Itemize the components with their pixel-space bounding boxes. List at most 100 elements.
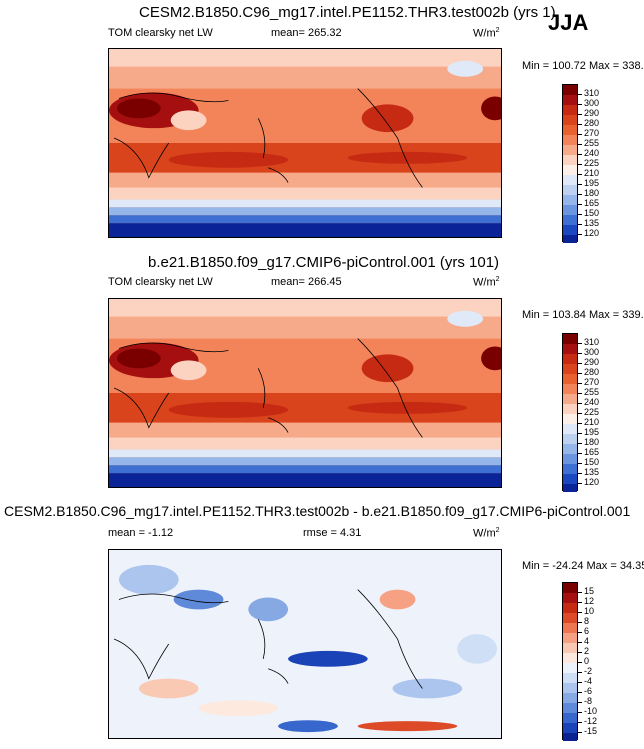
colorbar-tick-label: 255 <box>584 138 600 148</box>
colorbar-tick-label: 290 <box>584 108 600 118</box>
colorbar-tick-mark <box>578 383 582 384</box>
colorbar-tick-label: 12 <box>584 596 595 606</box>
colorbar-tick-mark <box>578 463 582 464</box>
panel-1-title: CESM2.B1850.C96_mg17.intel.PE1152.THR3.t… <box>139 4 556 21</box>
panel-1-mean: mean= 265.32 <box>271 27 342 39</box>
colorbar-tick-mark <box>578 602 582 603</box>
colorbar-tick-mark <box>578 712 582 713</box>
season-label: JJA <box>548 10 589 35</box>
colorbar-tick-label: 255 <box>584 387 600 397</box>
colorbar-tick-mark <box>578 154 582 155</box>
colorbar-tick-mark <box>578 343 582 344</box>
colorbar-tick-mark <box>578 632 582 633</box>
colorbar-tick-label: 165 <box>584 198 600 208</box>
colorbar-tick-label: 310 <box>584 88 600 98</box>
colorbar-tick-label: 300 <box>584 98 600 108</box>
panel-1-units: W/m2 <box>473 27 500 40</box>
colorbar-tick-label: 225 <box>584 407 600 417</box>
colorbar-tick-label: 210 <box>584 417 600 427</box>
colorbar-tick-mark <box>578 483 582 484</box>
panel-1-field <box>109 49 501 237</box>
colorbar-tick-mark <box>578 234 582 235</box>
colorbar-tick-mark <box>578 393 582 394</box>
colorbar-tick-label: 180 <box>584 437 600 447</box>
colorbar-tick-mark <box>578 672 582 673</box>
colorbar-tick-mark <box>578 453 582 454</box>
colorbar-tick-label: 280 <box>584 367 600 377</box>
panel-3-mean: mean = -1.12 <box>108 527 174 539</box>
colorbar-tick-label: 270 <box>584 128 600 138</box>
colorbar-tick-mark <box>578 592 582 593</box>
panel-1-variable: TOM clearsky net LW <box>108 27 213 39</box>
panel-3-title: CESM2.B1850.C96_mg17.intel.PE1152.THR3.t… <box>4 503 631 519</box>
colorbar-tick-label: 4 <box>584 636 590 646</box>
colorbar-tick-label: 150 <box>584 457 600 467</box>
colorbar-tick-label: 300 <box>584 347 600 357</box>
colorbar-tick-label: 8 <box>584 616 590 626</box>
colorbar-tick-label: 240 <box>584 148 600 158</box>
colorbar-tick-mark <box>578 652 582 653</box>
colorbar-tick-mark <box>578 224 582 225</box>
panel-1-map <box>108 48 502 238</box>
panel-2-field <box>109 299 501 487</box>
colorbar-tick-mark <box>578 473 582 474</box>
colorbar-tick-label: -6 <box>584 686 593 696</box>
colorbar-tick-mark <box>578 94 582 95</box>
colorbar-tick-mark <box>578 114 582 115</box>
panel-3-minmax: Min = -24.24 Max = 34.35 <box>522 560 644 572</box>
colorbar-tick-label: 225 <box>584 158 600 168</box>
colorbar-tick-mark <box>578 353 582 354</box>
colorbar-tick-label: 270 <box>584 377 600 387</box>
panel-3-field <box>109 550 501 738</box>
colorbar-tick-label: -15 <box>584 726 598 736</box>
colorbar-tick-mark <box>578 682 582 683</box>
colorbar-tick-label: 150 <box>584 208 600 218</box>
colorbar-tick-label: 195 <box>584 178 600 188</box>
colorbar-tick-label: 180 <box>584 188 600 198</box>
colorbar-tick-mark <box>578 443 582 444</box>
colorbar-tick-label: 15 <box>584 586 595 596</box>
colorbar-tick-label: 135 <box>584 467 600 477</box>
colorbar-tick-mark <box>578 204 582 205</box>
colorbar-tick-mark <box>578 403 582 404</box>
colorbar-tick-label: 280 <box>584 118 600 128</box>
colorbar-tick-label: 135 <box>584 218 600 228</box>
panel-3-rmse: rmse = 4.31 <box>303 527 362 539</box>
colorbar-tick-label: 195 <box>584 427 600 437</box>
panel-2-units: W/m2 <box>473 276 500 289</box>
panel-2-title: b.e21.B1850.f09_g17.CMIP6-piControl.001 … <box>148 254 500 271</box>
panel-2-mean: mean= 266.45 <box>271 276 342 288</box>
colorbar-tick-mark <box>578 433 582 434</box>
colorbar-tick-mark <box>578 194 582 195</box>
panel-2-colorbar <box>562 333 578 492</box>
panel-2-map <box>108 298 502 488</box>
colorbar-tick-label: 210 <box>584 168 600 178</box>
colorbar-tick-mark <box>578 124 582 125</box>
colorbar-tick-mark <box>578 732 582 733</box>
colorbar-tick-label: 6 <box>584 626 590 636</box>
colorbar-tick-label: 165 <box>584 447 600 457</box>
colorbar-tick-mark <box>578 373 582 374</box>
colorbar-tick-mark <box>578 184 582 185</box>
colorbar-tick-mark <box>578 642 582 643</box>
panel-3-colorbar <box>562 582 578 741</box>
colorbar-tick-mark <box>578 692 582 693</box>
colorbar-tick-mark <box>578 622 582 623</box>
colorbar-tick-mark <box>578 702 582 703</box>
colorbar-tick-label: -4 <box>584 676 593 686</box>
colorbar-tick-label: 240 <box>584 397 600 407</box>
colorbar-tick-mark <box>578 174 582 175</box>
colorbar-tick-label: -8 <box>584 696 593 706</box>
colorbar-tick-label: 120 <box>584 477 600 487</box>
colorbar-tick-mark <box>578 722 582 723</box>
colorbar-tick-label: 120 <box>584 228 600 238</box>
colorbar-tick-label: -12 <box>584 716 598 726</box>
panel-1-colorbar <box>562 84 578 243</box>
colorbar-tick-mark <box>578 423 582 424</box>
panel-2-minmax: Min = 103.84 Max = 339.39 <box>522 309 644 321</box>
colorbar-tick-label: 10 <box>584 606 595 616</box>
colorbar-tick-label: 2 <box>584 646 590 656</box>
colorbar-tick-label: 310 <box>584 337 600 347</box>
colorbar-tick-mark <box>578 164 582 165</box>
colorbar-tick-mark <box>578 662 582 663</box>
